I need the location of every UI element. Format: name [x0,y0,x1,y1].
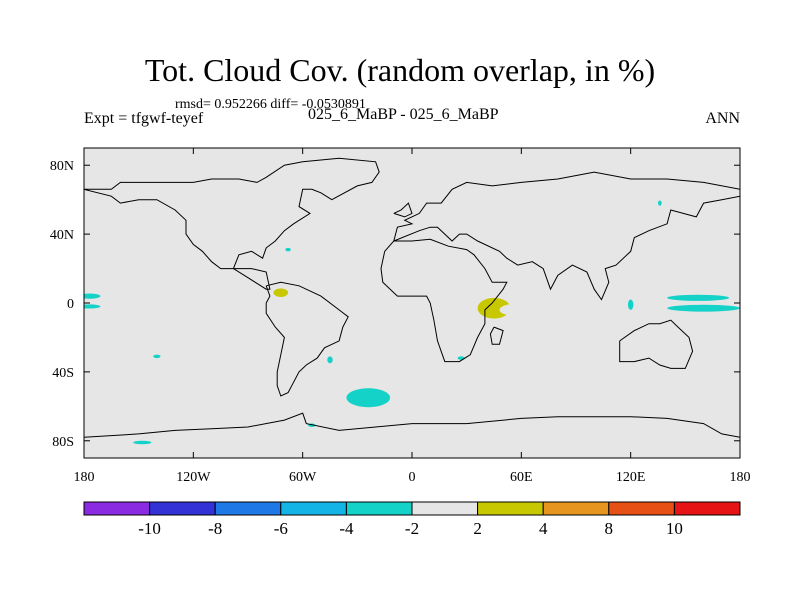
coastline-3 [393,171,740,301]
colorbar-label-3: -4 [339,519,354,538]
x-tick-label-5: 120E [616,470,646,485]
x-tick-label-1: 120W [176,470,211,485]
anomaly-region-1 [207,300,252,306]
colorbar-label-8: 10 [666,519,683,538]
anomaly-region-0 [138,183,168,196]
coastline-6 [489,326,504,345]
stats-label: rmsd= 0.952266 diff= -0.0530891 [175,97,366,112]
anomaly-region-12 [477,297,511,319]
anomaly-region-3 [84,293,101,299]
season-label: ANN [705,110,740,127]
anomaly-region-22 [696,351,730,365]
x-tick-label-0: 180 [74,470,95,485]
coastline-5 [84,412,740,438]
anomaly-region-9 [346,388,391,408]
coastline-4 [619,319,694,369]
colorbar-box-9 [673,501,741,516]
anomaly-region-23 [701,375,724,393]
anomaly-region-8 [327,356,333,364]
y-tick-label-0: 80N [50,159,74,174]
colorbar-box-4 [345,501,413,516]
anomaly-region-5 [153,354,161,359]
colorbar-box-0 [83,501,151,516]
colorbar-box-3 [280,501,347,516]
colorbar-box-5 [411,501,479,516]
anomaly-region-20 [667,294,730,301]
x-tick-label-2: 60W [289,470,317,485]
experiment-label: Expt = tfgwf-teyef [84,110,204,127]
anomaly-region-19 [627,299,634,310]
colorbar-label-0: -10 [138,519,161,538]
colorbar-box-7 [542,501,610,516]
anomaly-region-4 [84,304,101,309]
coastline-1 [265,281,349,397]
anomaly-region-21 [667,304,740,312]
anomaly-region-11 [133,440,152,445]
chart-title: Tot. Cloud Cov. (random overlap, in %) [144,52,656,88]
case-label: 025_6_MaBP - 025_6_MaBP [308,106,499,123]
anomaly-region-24 [658,200,662,206]
x-tick-label-3: 0 [409,470,416,485]
colorbar-box-8 [608,501,675,516]
anomaly-region-14 [561,289,580,300]
x-tick-label-6: 180 [730,470,751,485]
colorbar-label-7: 8 [605,519,614,538]
colorbar-label-4: -2 [405,519,419,538]
x-tick-label-4: 60E [510,470,533,485]
colorbar-box-2 [214,501,282,516]
colorbar-label-5: 2 [473,519,482,538]
y-tick-label-3: 40S [52,366,74,381]
colorbar-box-6 [477,501,544,516]
colorbar-box-1 [149,501,216,516]
anomaly-region-17 [423,261,430,266]
colorbar-label-1: -8 [208,519,222,538]
anomaly-region-25 [637,439,653,443]
colorbar-label-6: 4 [539,519,548,538]
colorbar-label-2: -6 [274,519,288,538]
anomaly-region-6 [285,247,291,252]
anomaly-region-15 [461,365,473,372]
coastline-7 [393,202,413,218]
anomaly-region-18 [632,258,637,262]
anomaly-region-13 [499,303,533,316]
y-tick-label-1: 40N [50,228,74,243]
y-tick-label-2: 0 [67,297,74,312]
anomaly-region-2 [273,288,289,297]
plot-background [84,148,740,458]
coastline-2 [380,238,508,363]
coastline-0 [84,157,380,290]
anomaly-region-7 [349,321,355,333]
y-tick-label-4: 80S [52,435,74,450]
